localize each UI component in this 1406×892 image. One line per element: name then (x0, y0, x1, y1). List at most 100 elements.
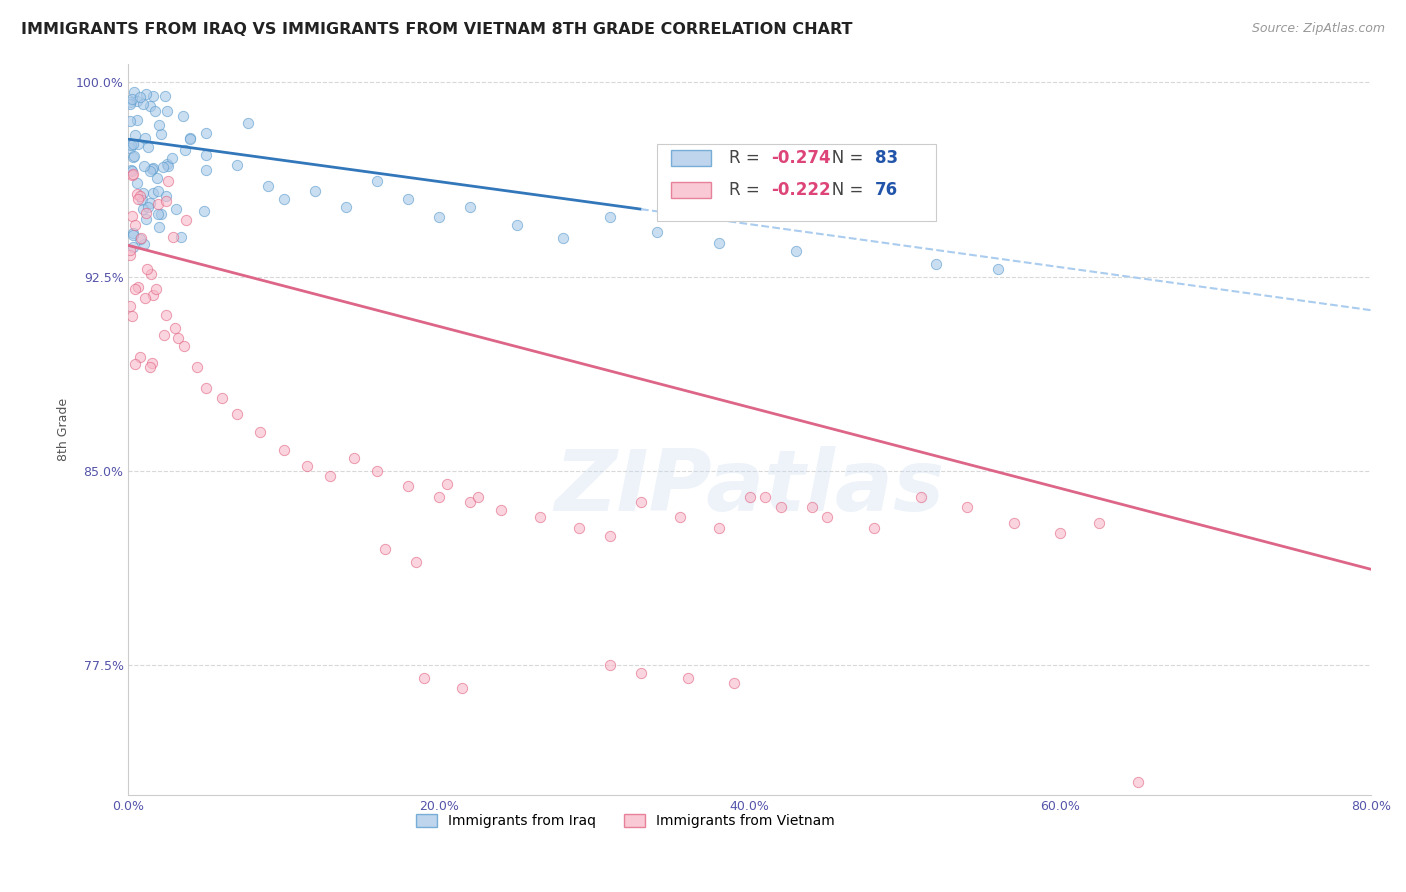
Text: -0.222: -0.222 (770, 181, 831, 199)
Point (489, 502, 512, 516)
Point (815, 510, 838, 524)
Point (630, 495, 652, 509)
Point (396, 479, 419, 493)
Point (707, 235, 730, 250)
Point (142, 89, 165, 103)
Point (128, 188, 150, 202)
FancyBboxPatch shape (672, 150, 711, 166)
Point (599, 528, 621, 542)
Point (174, 212, 197, 227)
Point (120, 162, 142, 177)
Point (139, 267, 162, 281)
Point (118, 97, 141, 112)
Point (366, 174, 388, 188)
Point (118, 95, 141, 109)
Point (138, 195, 160, 210)
Point (162, 229, 184, 244)
Point (226, 407, 249, 421)
Point (157, 174, 180, 188)
Point (121, 137, 143, 152)
Point (738, 490, 761, 504)
Point (142, 186, 165, 201)
Point (195, 381, 218, 395)
Point (129, 230, 152, 244)
Point (754, 490, 776, 504)
Point (193, 203, 215, 218)
Point (396, 192, 419, 206)
Text: N =: N = (815, 149, 869, 168)
Point (157, 160, 180, 174)
Point (146, 197, 169, 211)
Point (152, 160, 174, 174)
Point (124, 128, 146, 142)
Point (568, 521, 591, 535)
Point (956, 500, 979, 515)
Point (458, 200, 481, 214)
Point (127, 279, 149, 293)
Point (128, 232, 150, 246)
Point (122, 150, 145, 164)
Point (127, 137, 149, 152)
Point (136, 140, 159, 154)
Point (910, 490, 932, 504)
Point (257, 178, 280, 193)
Text: N =: N = (815, 181, 869, 199)
Point (987, 261, 1010, 276)
Text: Source: ZipAtlas.com: Source: ZipAtlas.com (1251, 22, 1385, 36)
Point (149, 127, 172, 141)
Point (195, 147, 218, 161)
Point (295, 458, 318, 473)
Point (273, 192, 295, 206)
Point (141, 356, 163, 370)
Point (131, 193, 153, 207)
Point (134, 160, 156, 174)
Point (153, 327, 176, 342)
Point (125, 186, 148, 201)
Point (1049, 526, 1071, 541)
Point (155, 188, 177, 202)
Point (149, 207, 172, 221)
Point (173, 143, 195, 157)
Point (173, 339, 195, 353)
Point (723, 676, 745, 690)
Point (645, 226, 668, 240)
Point (128, 90, 150, 104)
Point (863, 521, 886, 535)
Point (136, 261, 159, 276)
Point (366, 464, 388, 478)
Point (124, 282, 146, 296)
Point (127, 192, 149, 206)
Point (162, 151, 184, 165)
Point (769, 500, 792, 515)
Point (120, 137, 142, 152)
Point (142, 161, 165, 176)
Point (143, 104, 166, 119)
Point (427, 210, 450, 224)
Point (630, 665, 652, 680)
Point (155, 194, 177, 209)
Point (118, 247, 141, 261)
Point (142, 287, 165, 301)
Point (134, 236, 156, 251)
Point (136, 201, 159, 215)
Point (707, 521, 730, 535)
Point (374, 541, 396, 556)
Point (1088, 516, 1111, 530)
Text: ZIPatlas: ZIPatlas (554, 446, 945, 529)
Point (304, 184, 326, 198)
Point (121, 164, 143, 178)
Point (124, 357, 146, 371)
Point (785, 244, 807, 258)
Point (138, 98, 160, 112)
Point (427, 490, 450, 504)
Point (127, 176, 149, 190)
Text: 76: 76 (875, 181, 898, 199)
Point (121, 167, 143, 181)
Point (135, 211, 157, 226)
Point (129, 350, 152, 364)
Point (458, 495, 481, 509)
Text: R =: R = (728, 181, 765, 199)
Point (121, 226, 143, 240)
Point (132, 96, 155, 111)
Point (236, 116, 259, 130)
